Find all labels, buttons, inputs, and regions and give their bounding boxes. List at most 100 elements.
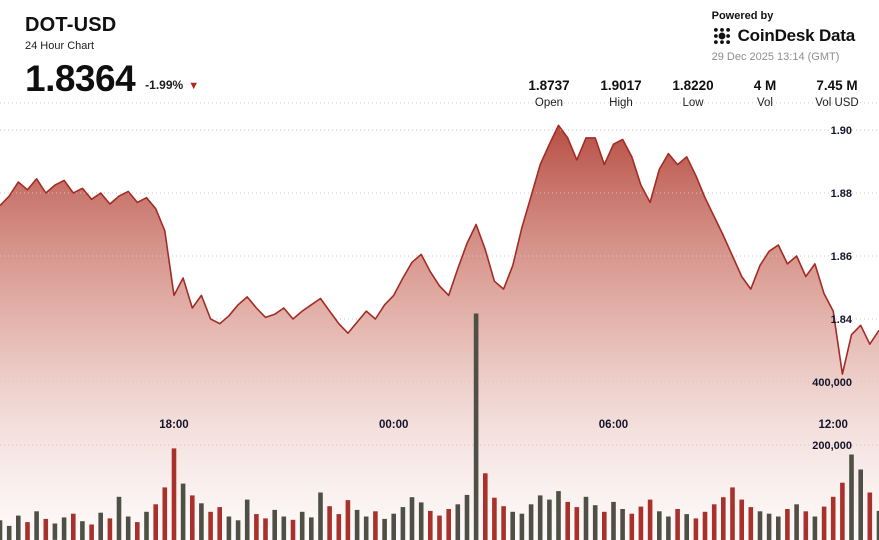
volume-bar [675,509,680,540]
stat-open: 1.8737 Open [527,78,571,109]
time-tick-label: 00:00 [379,419,408,431]
down-triangle-icon: ▼ [188,80,200,92]
volume-bar [309,517,314,540]
volume-bar [830,496,836,540]
stats-row: 1.8737 Open 1.9017 High 1.8220 Low 4 M V… [527,78,859,109]
volume-bar [272,509,277,540]
volume-bar [71,513,76,540]
volume-bar [821,506,827,540]
volume-bar [556,491,561,540]
volume-bar [702,511,708,540]
volume-bar [217,507,222,540]
volume-bar [620,509,625,540]
volume-bar [602,511,607,540]
volume-bar [263,518,268,540]
volume-bar [125,516,131,540]
volume-bar [61,517,67,540]
price-line [0,124,879,375]
volume-bar [336,514,342,540]
volume-bar [345,500,351,540]
volume-bar [0,520,3,540]
volume-bar [794,504,799,540]
volume-bar [116,496,122,540]
volume-bar [226,516,232,540]
stat-label: Vol USD [815,97,859,109]
volume-bar [501,506,506,540]
volume-bar [446,509,451,540]
volume-bar [574,507,580,540]
volume-bar [290,519,296,540]
volume-bar [208,511,213,540]
stat-label: Vol [757,97,773,109]
volume-bar [766,513,772,540]
price-tick-label: 1.86 [831,251,852,263]
volume-bar [373,511,378,540]
time-tick-label: 18:00 [159,419,188,431]
volume-bar [519,513,525,540]
volume-bar [199,503,204,540]
area-fill [0,125,879,540]
price-row: 1.8364 -1.99% ▼ [25,60,199,97]
volume-bar [492,497,497,540]
volume-bar [34,511,39,540]
volume-bar [657,511,662,540]
volume-bar [711,504,717,540]
time-tick-label: 06:00 [599,419,628,431]
symbol-title: DOT-USD [25,14,117,36]
stat-label: High [609,97,633,109]
time-tick-label: 12:00 [818,419,847,431]
stat-volume: 4 M Vol [743,78,787,109]
volume-bar [849,454,854,540]
volume-bar [354,509,360,540]
volume-bar [730,487,735,540]
volume-bar [776,516,781,540]
volume-bar [190,495,195,540]
volume-bar [80,521,85,540]
volume-bar [52,523,58,540]
stat-label: Low [682,97,704,109]
volume-bar [647,499,653,540]
volume-bar [592,505,598,540]
current-price: 1.8364 [25,58,136,99]
volume-bar [16,515,21,540]
stat-value: 1.8737 [528,78,570,93]
volume-bar [812,516,818,540]
stat-high: 1.9017 High [599,78,643,109]
volume-bar [721,497,726,540]
price-change: -1.99% [145,78,184,92]
volume-tick-label: 200,000 [812,440,852,452]
volume-bar [25,522,30,540]
volume-bar [254,514,259,540]
volume-tick-label: 400,000 [812,377,852,389]
volume-bar [867,492,873,540]
volume-bar [565,501,570,540]
chart-subtitle: 24 Hour Chart [25,40,95,52]
volume-bar [135,522,140,540]
volume-bar [739,499,744,540]
volume-bar [611,501,616,540]
volume-bar [327,506,332,540]
volume-bar [418,502,424,540]
stat-value: 4 M [753,78,777,93]
volume-bar [318,492,323,540]
stat-volume-usd: 7.45 M Vol USD [815,78,859,109]
volume-bar [638,506,644,540]
volume-bar [400,507,406,540]
volume-bar [89,524,94,540]
volume-bar [803,511,809,540]
volume-bar [107,518,113,540]
stat-value: 7.45 M [816,78,858,93]
price-tick-label: 1.84 [831,314,853,326]
volume-bar [144,511,149,540]
volume-bar [363,516,369,540]
header-right: Powered by CoinDesk Data 29 Dec 2025 13:… [711,10,856,63]
brand-link[interactable]: CoinDesk Data [712,26,855,46]
volume-bar [583,496,589,540]
timestamp: 29 Dec 2025 13:14 (GMT) [711,51,840,63]
volume-bar [281,516,287,540]
volume-bar [455,504,461,540]
volume-bar [153,504,158,540]
volume-bar [483,473,488,540]
